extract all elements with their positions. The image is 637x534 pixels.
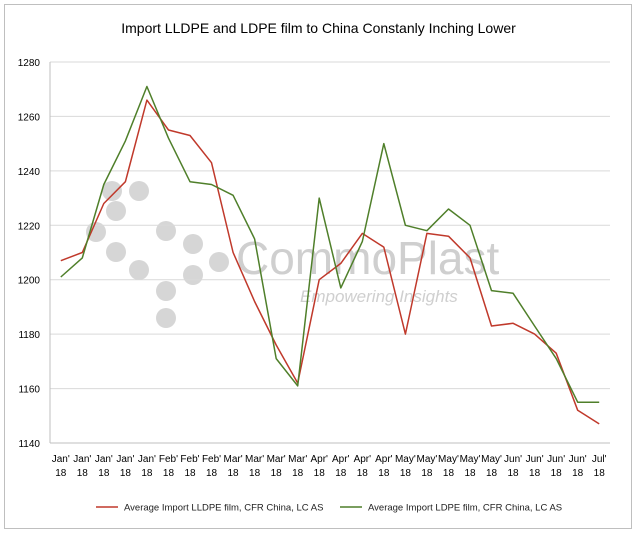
chart-title: Import LLDPE and LDPE film to China Cons… <box>121 20 516 36</box>
gridlines <box>50 61 610 390</box>
x-tick-label-year: 18 <box>443 468 455 479</box>
x-tick-label: Jun' <box>547 454 565 465</box>
y-tick-label: 1240 <box>18 167 41 178</box>
x-tick-label-year: 18 <box>120 468 132 479</box>
x-tick-label-year: 18 <box>98 468 110 479</box>
x-tick-label: Mar' <box>288 454 307 465</box>
legend: Average Import LLDPE film, CFR China, LC… <box>96 503 562 514</box>
series-line-2 <box>60 85 600 403</box>
chart-frame <box>4 4 632 529</box>
x-tick-label: Mar' <box>224 454 243 465</box>
x-tick-label: May' <box>438 454 459 465</box>
legend-label-2: Average Import LDPE film, CFR China, LC … <box>368 503 562 514</box>
x-tick-label-year: 18 <box>292 468 304 479</box>
x-tick-label: Jun' <box>569 454 587 465</box>
x-tick-label-year: 18 <box>551 468 563 479</box>
x-tick-label-year: 18 <box>508 468 520 479</box>
x-tick-label-year: 18 <box>55 468 67 479</box>
x-tick-label: Mar' <box>245 454 264 465</box>
x-tick-label-year: 18 <box>572 468 584 479</box>
x-tick-label: Apr' <box>332 454 350 465</box>
x-tick-label-year: 18 <box>228 468 240 479</box>
y-tick-label: 1260 <box>18 112 41 123</box>
x-tick-label: Jun' <box>504 454 522 465</box>
y-tick-label: 1140 <box>18 439 40 450</box>
y-tick-label: 1180 <box>18 330 40 341</box>
x-tick-label: Feb' <box>180 454 199 465</box>
x-tick-label: Mar' <box>267 454 286 465</box>
series-layer <box>60 85 600 425</box>
x-tick-label-year: 18 <box>184 468 196 479</box>
watermark-tagline: Empowering Insights <box>300 287 458 306</box>
x-tick-label-year: 18 <box>163 468 175 479</box>
x-tick-label: Feb' <box>159 454 178 465</box>
x-axis-ticks: Jan' 18 Jan' 18 Jan' 18 Jan' 18 Jan' 18 Feb' 18 Feb'… <box>52 454 607 479</box>
x-tick-label: Apr' <box>375 454 393 465</box>
y-tick-label: 1160 <box>18 385 40 396</box>
x-tick-label-year: 18 <box>357 468 369 479</box>
x-tick-label-year: 18 <box>335 468 347 479</box>
series-line-1 <box>60 99 600 425</box>
x-tick-label: Feb' <box>202 454 221 465</box>
x-tick-label-year: 18 <box>77 468 89 479</box>
x-tick-label: May' <box>460 454 481 465</box>
x-tick-label: Jan' <box>73 454 91 465</box>
x-tick-label-year: 18 <box>378 468 390 479</box>
watermark-brand: CommoPlast <box>236 232 500 284</box>
y-axis-ticks: 1140 1160 1180 1200 1220 1240 1260 1280 <box>18 58 41 450</box>
x-tick-label: Jan' <box>95 454 113 465</box>
x-tick-label-year: 18 <box>594 468 606 479</box>
x-tick-label-year: 18 <box>486 468 498 479</box>
y-tick-label: 1200 <box>18 276 41 287</box>
legend-label-1: Average Import LLDPE film, CFR China, LC… <box>124 503 323 514</box>
x-tick-label: May' <box>417 454 438 465</box>
x-tick-label-year: 18 <box>400 468 412 479</box>
x-tick-label: Apr' <box>354 454 372 465</box>
x-tick-label-year: 18 <box>464 468 476 479</box>
y-tick-label: 1280 <box>18 58 41 69</box>
x-tick-label-year: 18 <box>206 468 218 479</box>
x-tick-label: Jan' <box>138 454 156 465</box>
x-tick-label: Jan' <box>116 454 134 465</box>
x-tick-label-year: 18 <box>314 468 326 479</box>
x-tick-label: May' <box>395 454 416 465</box>
x-tick-label-year: 18 <box>529 468 541 479</box>
y-tick-label: 1220 <box>18 221 41 232</box>
x-tick-label: Jan' <box>52 454 70 465</box>
x-tick-label-year: 18 <box>421 468 433 479</box>
x-tick-label-year: 18 <box>141 468 153 479</box>
x-tick-label: Jul' <box>592 454 607 465</box>
x-tick-label: Apr' <box>310 454 328 465</box>
x-tick-label-year: 18 <box>271 468 283 479</box>
x-tick-label: May' <box>481 454 502 465</box>
x-tick-label-year: 18 <box>249 468 261 479</box>
watermark-logo: CommoPlast Empowering Insights <box>86 181 500 328</box>
x-tick-label: Jun' <box>526 454 544 465</box>
